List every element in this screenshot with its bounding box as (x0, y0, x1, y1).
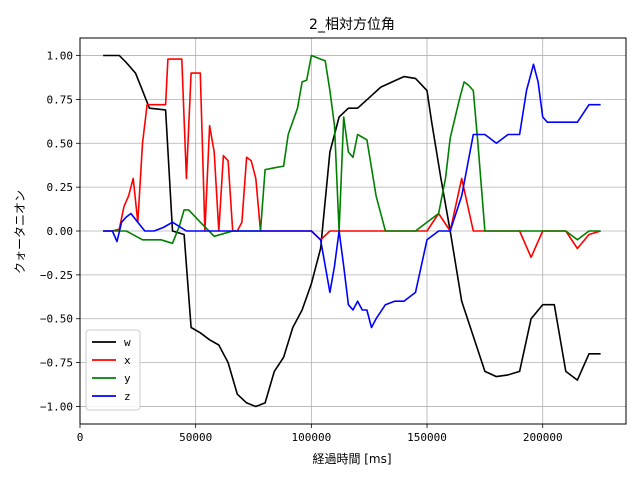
y-tick-label: 0.50 (47, 137, 74, 150)
x-tick-label: 200000 (523, 431, 563, 444)
y-tick-label: −0.50 (40, 313, 73, 326)
x-axis-ticks: 0 50000 100000 150000 200000 (77, 424, 563, 444)
y-tick-label: 0.00 (47, 225, 74, 238)
x-tick-label: 50000 (179, 431, 212, 444)
y-tick-label: 1.00 (47, 50, 74, 63)
y-tick-label: −0.75 (40, 357, 73, 370)
legend-entry-y: y (124, 372, 131, 385)
y-tick-label: −1.00 (40, 400, 73, 413)
y-axis-ticks: 1.00 0.75 0.50 0.25 0.00 −0.25 −0.50 −0.75 −1.00 (40, 50, 80, 413)
legend-entry-w: w (124, 336, 131, 349)
series-line-y (103, 54, 601, 245)
x-tick-label: 150000 (407, 431, 447, 444)
legend-box (85, 329, 141, 411)
series-line-z (103, 63, 601, 329)
y-tick-label: 0.25 (47, 181, 74, 194)
y-tick-label: 0.75 (47, 93, 74, 106)
chart-title: 2_相対方位角 (309, 17, 395, 33)
legend-entry-x: x (124, 354, 131, 367)
y-axis-label: クォータニオン (13, 190, 27, 274)
legend-entry-z: z (124, 390, 131, 403)
plot-area (103, 54, 601, 408)
y-tick-label: −0.25 (40, 269, 73, 282)
x-tick-label: 100000 (291, 431, 331, 444)
x-tick-label: 0 (77, 431, 84, 444)
x-axis-label: 経過時間 [ms] (312, 452, 391, 466)
